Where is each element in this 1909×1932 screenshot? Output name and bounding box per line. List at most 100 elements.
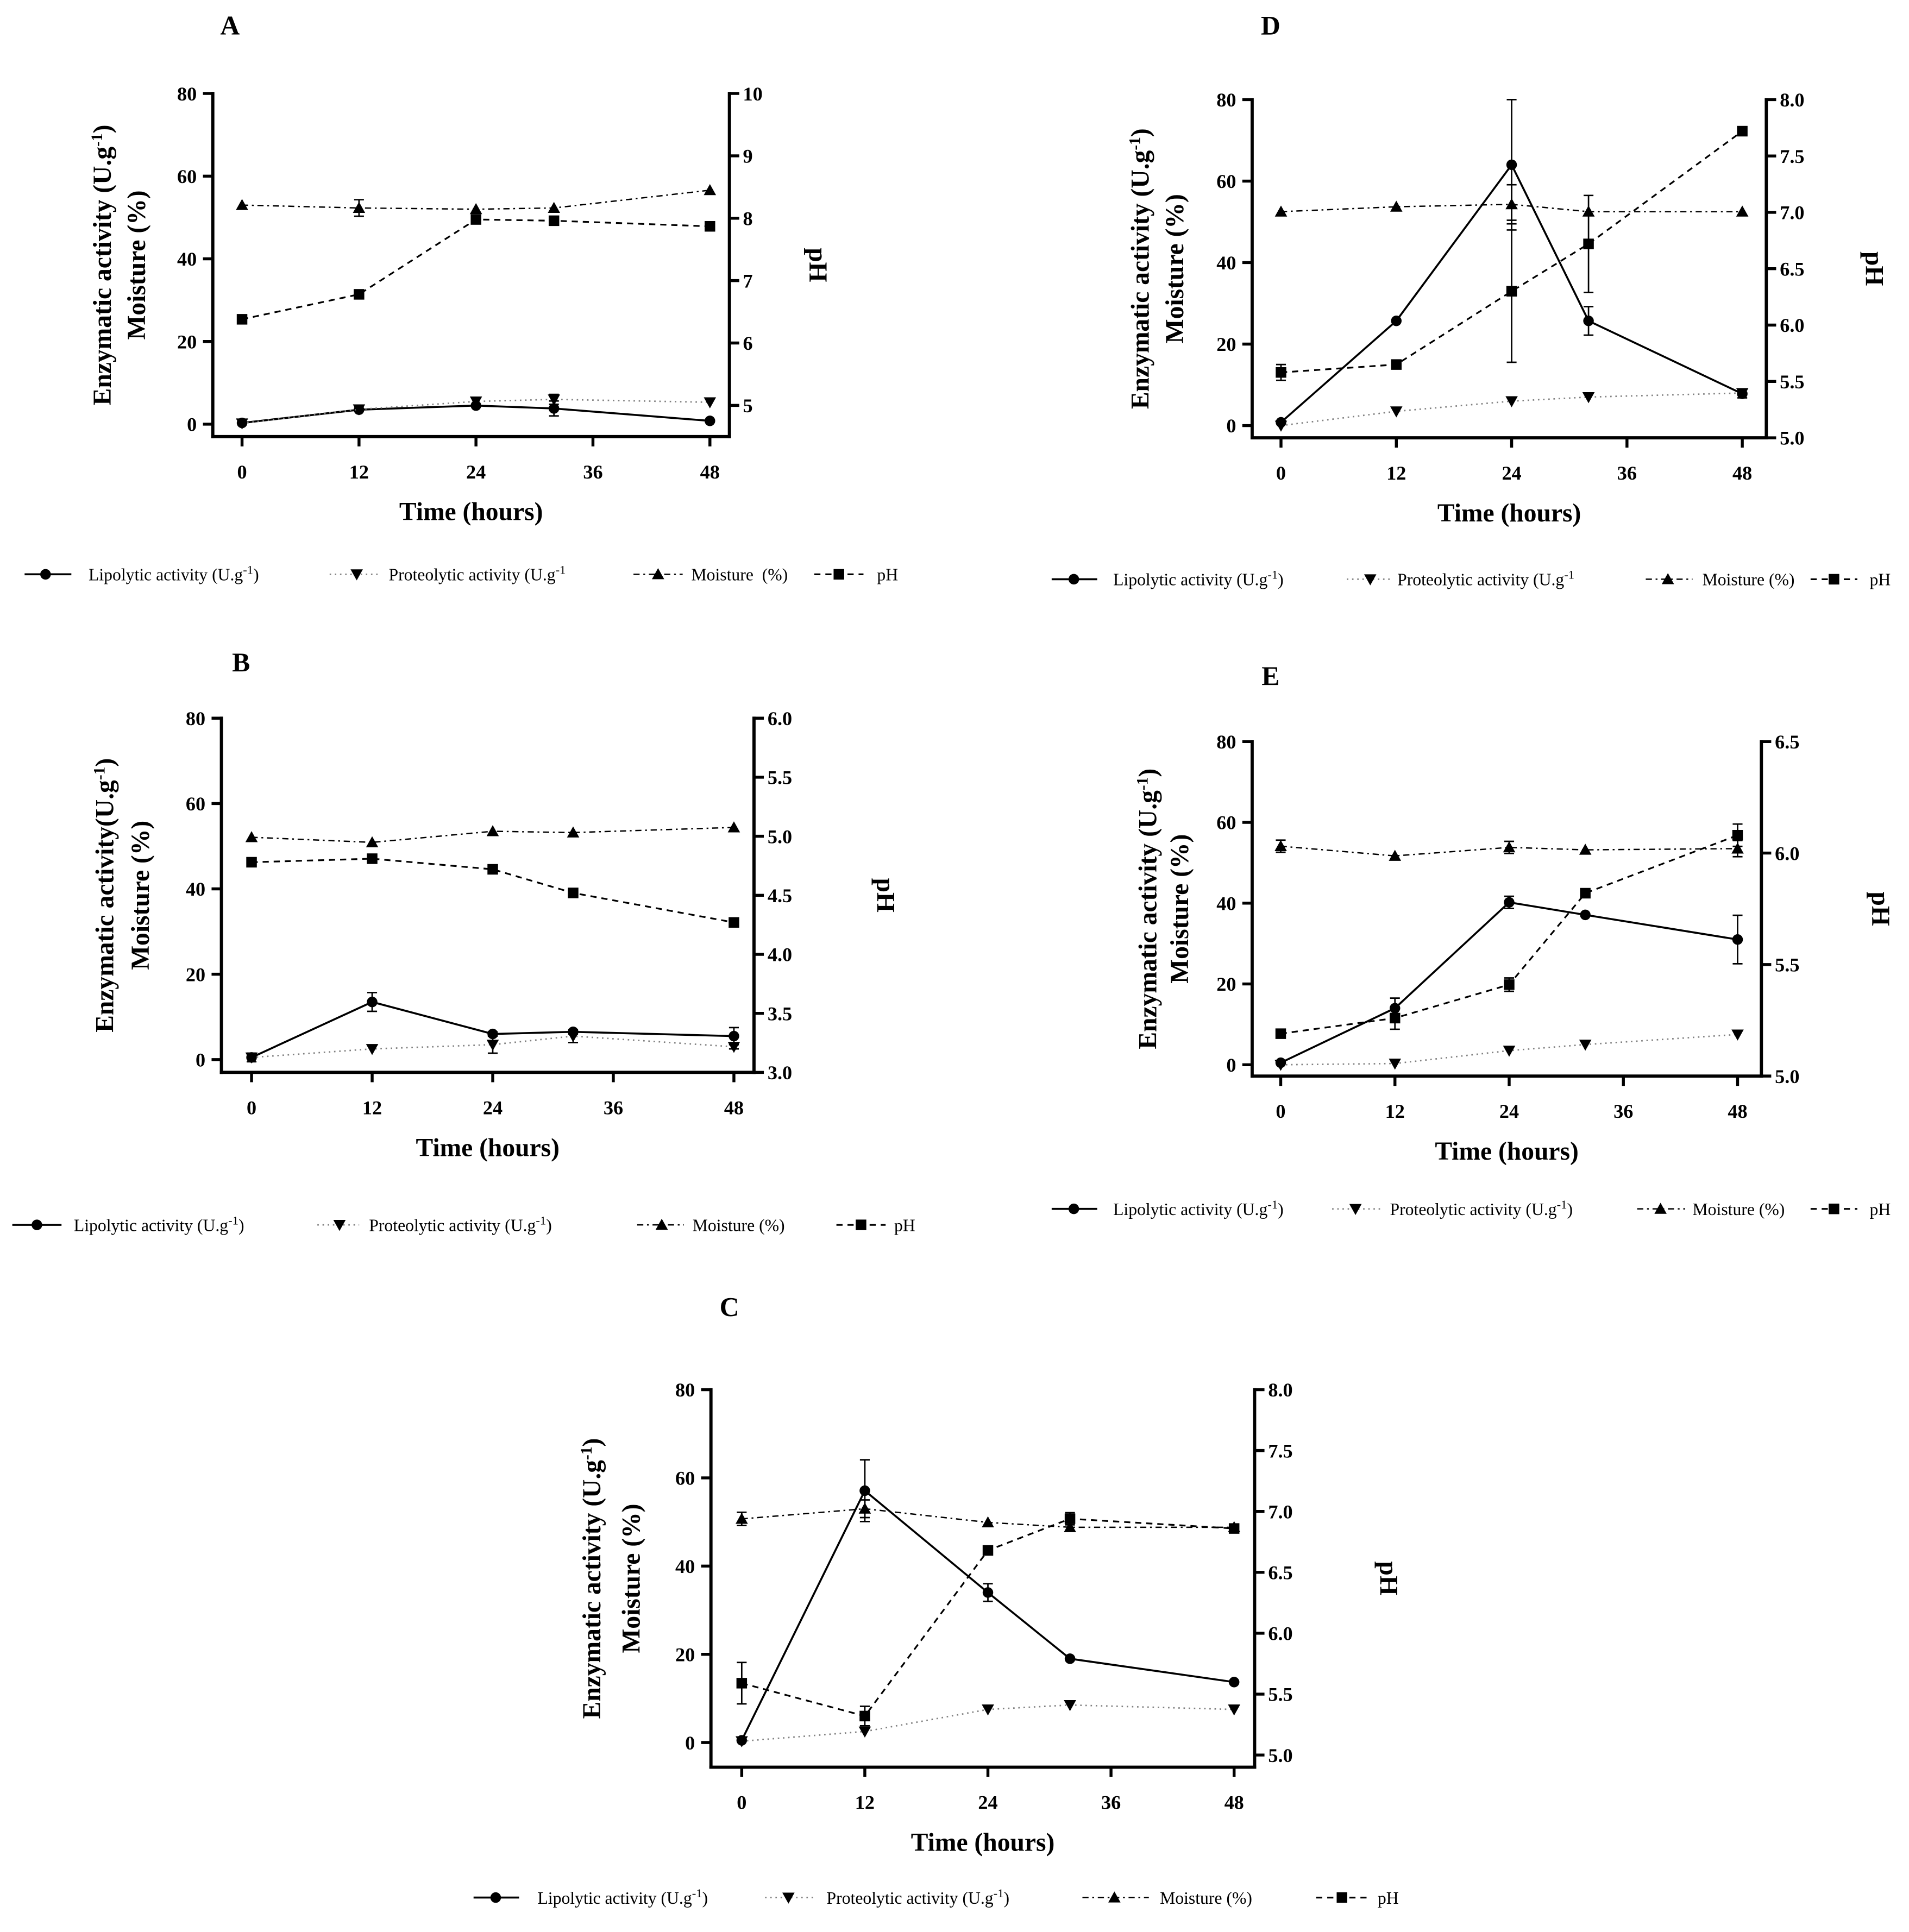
- legend-lipolytic-label: Lipolytic activity (U.g-1): [74, 1213, 244, 1235]
- y-axis-title-text: Enzymatic activity (U.g: [1127, 150, 1155, 409]
- panel-e-moisture-point: [1579, 844, 1592, 855]
- panel-c-ph-point: [736, 1678, 748, 1689]
- panel-c-y2-axis-title: pH: [1374, 1561, 1402, 1595]
- panel-c-letter: C: [720, 1292, 739, 1322]
- panel-c-moisture-point: [982, 1516, 994, 1527]
- y-axis-title-superscript: -1: [91, 767, 108, 781]
- panel-d-letter: D: [1261, 10, 1280, 40]
- panel-a-x-tick-label: 24: [466, 461, 486, 483]
- panel-c-legend-item-moisture: Moisture (%): [1082, 1889, 1252, 1908]
- panel-e-y-axis-title-moisture: Moisture (%): [1166, 834, 1194, 984]
- panel-c-x-tick-label: 48: [1224, 1792, 1244, 1814]
- panel-a-moisture-point: [469, 203, 482, 215]
- panel-a-y-axis-title-moisture: Moisture (%): [123, 190, 151, 339]
- panel-a-legend-item-proteolytic: Proteolytic activity (U.g-1: [329, 563, 566, 584]
- panel-b-y2-tick-label: 5.5: [768, 767, 792, 789]
- legend-label-text: Lipolytic activity (U.g: [89, 565, 243, 584]
- panel-a-y2-axis-title: pH: [803, 248, 832, 282]
- legend-label-superscript: -1: [1564, 568, 1574, 581]
- panel-e-moisture-line: [1280, 845, 1738, 857]
- panel-a-y2-tick-label: 10: [743, 83, 763, 105]
- panel-c-series-ph: [736, 1512, 1240, 1727]
- panel-c-proteolytic-point: [858, 1726, 871, 1738]
- panel-e-series-ph: [1275, 823, 1743, 1039]
- legend-moisture-label: Moisture (%): [1703, 570, 1795, 589]
- panel-b-x-tick-label: 36: [604, 1097, 623, 1118]
- panel-e-moisture-point: [1731, 842, 1744, 854]
- panel-c-y-tick-label: 40: [675, 1556, 695, 1577]
- legend-lipolytic-marker: [40, 569, 51, 580]
- panel-a-moisture-point: [704, 184, 717, 196]
- panel-d-series-proteolytic: [1274, 388, 1749, 432]
- panel-b-proteolytic-point: [366, 1044, 379, 1055]
- panel-d-moisture-point: [1736, 205, 1749, 217]
- panel-e-ph-point: [1504, 979, 1515, 990]
- legend-label-superscript: -1: [1557, 1197, 1567, 1211]
- panel-d-proteolytic-point: [1505, 396, 1518, 407]
- legend-label-text: Moisture (%): [693, 1216, 785, 1235]
- panel-d-x-tick-label: 48: [1732, 462, 1752, 484]
- panel-b-letter: B: [232, 647, 250, 677]
- legend-label-superscript: -1: [556, 563, 566, 576]
- panel-e-ph-point: [1580, 888, 1591, 899]
- panel-c-proteolytic-point: [736, 1736, 748, 1748]
- panel-a-x-tick-label: 0: [237, 461, 247, 483]
- panel-d-y-axis-title: Enzymatic activity (U.g-1): [1127, 128, 1155, 409]
- panel-a-x-tick-label: 12: [349, 461, 369, 483]
- panel-c-y-tick-label: 0: [685, 1732, 695, 1754]
- legend-label-tail: ): [1278, 570, 1284, 589]
- y-axis-title-text: Enzymatic activity(U.g: [91, 780, 119, 1033]
- legend-label-text: Lipolytic activity (U.g: [74, 1216, 228, 1235]
- panel-a-letter: A: [220, 10, 240, 40]
- panel-a-ph-point: [236, 314, 248, 325]
- panel-c-x-tick-label: 12: [855, 1792, 875, 1814]
- panel-c-series-lipolytic: [736, 1459, 1240, 1746]
- legend-ph-marker: [1829, 1203, 1839, 1214]
- legend-label-text: Proteolytic activity (U.g: [1390, 1200, 1557, 1219]
- panel-d-ph-point: [1583, 238, 1594, 249]
- panel-c-legend: Lipolytic activity (U.g-1) Proteolytic ac…: [473, 1886, 1399, 1908]
- panel-a-moisture-point: [353, 202, 366, 213]
- panel-d: D 0 20 40 60 80 5.0 5.5 6.0 6.5 7.0 7.5 8.0 0 12 24 36 48…: [1051, 10, 1891, 589]
- panel-e-y2-axis-title: pH: [1866, 892, 1894, 926]
- legend-lipolytic-marker: [32, 1219, 42, 1230]
- panel-e-moisture-point: [1503, 841, 1516, 853]
- panel-e-lipolytic-point: [1732, 934, 1743, 945]
- panel-e-x-tick-label: 0: [1276, 1100, 1285, 1122]
- legend-ph-marker: [856, 1219, 866, 1230]
- panel-b-moisture-point: [486, 825, 499, 836]
- legend-label-text: Proteolytic activity (U.g: [388, 565, 555, 584]
- panel-d-proteolytic-point: [1582, 392, 1595, 404]
- panel-d-y-axis-title-moisture: Moisture (%): [1161, 194, 1189, 343]
- legend-ph-label: pH: [877, 565, 898, 584]
- panel-c-lipolytic-point: [1064, 1653, 1076, 1664]
- y-axis-title-superscript: -1: [89, 133, 106, 147]
- legend-proteolytic-label: Proteolytic activity (U.g-1): [1390, 1197, 1573, 1219]
- legend-label-text: Proteolytic activity (U.g: [369, 1216, 536, 1235]
- panel-e-y2-tick-label: 6.0: [1775, 842, 1799, 864]
- panel-d-legend-item-ph: pH: [1810, 570, 1891, 589]
- panel-a-lipolytic-point: [548, 403, 560, 414]
- panel-e-x-tick-label: 48: [1728, 1100, 1747, 1122]
- panel-b-y2-tick-label: 3.0: [768, 1062, 792, 1084]
- panel-d-legend-item-moisture: Moisture (%): [1646, 570, 1794, 589]
- panel-a: A 0 20 40 60 80 5 6 7 8 9 10 0 12 24 36 48 Time (hours) En…: [24, 10, 898, 584]
- panel-e-x-tick-label: 24: [1499, 1100, 1519, 1122]
- panel-c-ph-point: [859, 1710, 870, 1722]
- panel-d-ph-point: [1276, 367, 1286, 378]
- panel-c-ph-point: [982, 1545, 994, 1556]
- panel-d-ph-point: [1737, 125, 1748, 137]
- panel-e-y-tick-label: 40: [1216, 892, 1236, 914]
- legend-moisture-marker: [1661, 573, 1674, 584]
- panel-a-ph-point: [705, 221, 715, 232]
- panel-e-y-tick-label: 0: [1226, 1054, 1236, 1076]
- panel-a-ph-point: [548, 215, 560, 226]
- panel-c-proteolytic-point: [1228, 1704, 1241, 1716]
- panel-b-y-axis-title-moisture: Moisture (%): [127, 821, 155, 970]
- legend-label-superscript: -1: [243, 563, 253, 576]
- panel-d-y2-tick-label: 5.5: [1780, 371, 1804, 393]
- panel-d-x-axis-title: Time (hours): [1437, 499, 1581, 527]
- panel-b: B 0 20 40 60 80 3.0 3.5 4.0 4.5 5.0 5.5 6.0 0 12 24 36 48…: [12, 647, 915, 1235]
